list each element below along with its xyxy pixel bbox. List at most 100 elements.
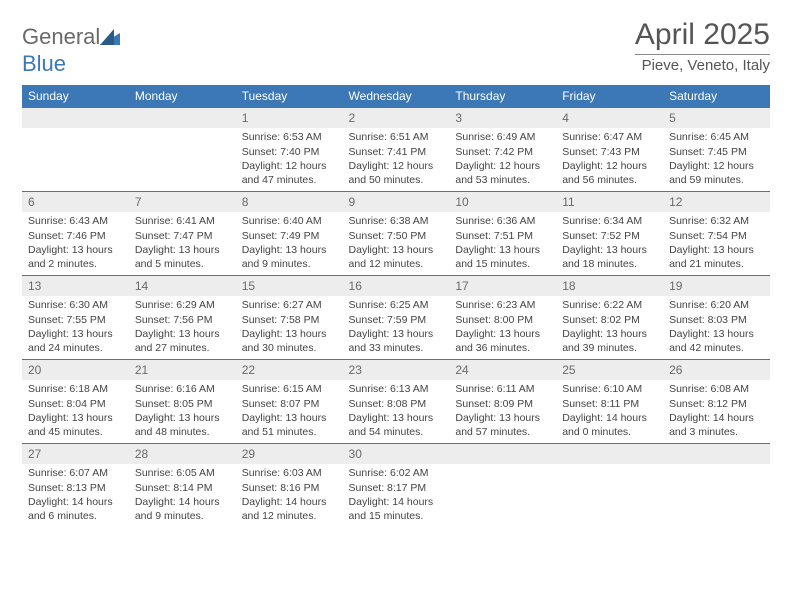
calendar-cell: 1Sunrise: 6:53 AMSunset: 7:40 PMDaylight… (236, 107, 343, 191)
calendar-cell: .. (663, 443, 770, 527)
calendar-cell: 2Sunrise: 6:51 AMSunset: 7:41 PMDaylight… (343, 107, 450, 191)
calendar-cell: 7Sunrise: 6:41 AMSunset: 7:47 PMDaylight… (129, 191, 236, 275)
day-body: Sunrise: 6:23 AMSunset: 8:00 PMDaylight:… (449, 296, 556, 359)
day-number: 20 (22, 359, 129, 380)
day-body: Sunrise: 6:27 AMSunset: 7:58 PMDaylight:… (236, 296, 343, 359)
calendar-cell: .. (22, 107, 129, 191)
calendar-cell: 22Sunrise: 6:15 AMSunset: 8:07 PMDayligh… (236, 359, 343, 443)
calendar-row: 27Sunrise: 6:07 AMSunset: 8:13 PMDayligh… (22, 443, 770, 527)
day-body: Sunrise: 6:16 AMSunset: 8:05 PMDaylight:… (129, 380, 236, 443)
calendar-cell: 30Sunrise: 6:02 AMSunset: 8:17 PMDayligh… (343, 443, 450, 527)
calendar-cell: .. (129, 107, 236, 191)
day-number: 2 (343, 107, 450, 128)
day-number: 26 (663, 359, 770, 380)
calendar-cell: 20Sunrise: 6:18 AMSunset: 8:04 PMDayligh… (22, 359, 129, 443)
page-subtitle: Pieve, Veneto, Italy (635, 54, 770, 74)
day-number: 25 (556, 359, 663, 380)
calendar-cell: 18Sunrise: 6:22 AMSunset: 8:02 PMDayligh… (556, 275, 663, 359)
day-number: 28 (129, 443, 236, 464)
calendar-cell: 3Sunrise: 6:49 AMSunset: 7:42 PMDaylight… (449, 107, 556, 191)
calendar-cell: 24Sunrise: 6:11 AMSunset: 8:09 PMDayligh… (449, 359, 556, 443)
page-header: General Blue April 2025 Pieve, Veneto, I… (22, 18, 770, 77)
calendar-cell: 19Sunrise: 6:20 AMSunset: 8:03 PMDayligh… (663, 275, 770, 359)
day-number: 6 (22, 191, 129, 212)
calendar-cell: 14Sunrise: 6:29 AMSunset: 7:56 PMDayligh… (129, 275, 236, 359)
day-number: 1 (236, 107, 343, 128)
day-number: 21 (129, 359, 236, 380)
calendar-cell: 29Sunrise: 6:03 AMSunset: 8:16 PMDayligh… (236, 443, 343, 527)
logo-text: General Blue (22, 24, 120, 77)
day-body: Sunrise: 6:53 AMSunset: 7:40 PMDaylight:… (236, 128, 343, 191)
calendar-cell: 6Sunrise: 6:43 AMSunset: 7:46 PMDaylight… (22, 191, 129, 275)
day-number: 23 (343, 359, 450, 380)
day-body: Sunrise: 6:15 AMSunset: 8:07 PMDaylight:… (236, 380, 343, 443)
calendar-cell: 28Sunrise: 6:05 AMSunset: 8:14 PMDayligh… (129, 443, 236, 527)
day-number: 29 (236, 443, 343, 464)
day-body: Sunrise: 6:29 AMSunset: 7:56 PMDaylight:… (129, 296, 236, 359)
day-body: Sunrise: 6:11 AMSunset: 8:09 PMDaylight:… (449, 380, 556, 443)
day-number: 5 (663, 107, 770, 128)
day-number: 18 (556, 275, 663, 296)
calendar-cell: 13Sunrise: 6:30 AMSunset: 7:55 PMDayligh… (22, 275, 129, 359)
title-block: April 2025 Pieve, Veneto, Italy (635, 18, 770, 74)
day-body: Sunrise: 6:34 AMSunset: 7:52 PMDaylight:… (556, 212, 663, 275)
calendar-row: 20Sunrise: 6:18 AMSunset: 8:04 PMDayligh… (22, 359, 770, 443)
day-number: 13 (22, 275, 129, 296)
day-number: 4 (556, 107, 663, 128)
day-body: Sunrise: 6:13 AMSunset: 8:08 PMDaylight:… (343, 380, 450, 443)
weekday-header: Sunday (22, 85, 129, 107)
calendar-cell: 26Sunrise: 6:08 AMSunset: 8:12 PMDayligh… (663, 359, 770, 443)
day-number: 12 (663, 191, 770, 212)
calendar-row: 6Sunrise: 6:43 AMSunset: 7:46 PMDaylight… (22, 191, 770, 275)
day-body: Sunrise: 6:41 AMSunset: 7:47 PMDaylight:… (129, 212, 236, 275)
logo-mark-icon (100, 25, 120, 51)
weekday-header: Friday (556, 85, 663, 107)
weekday-header: Wednesday (343, 85, 450, 107)
day-number: 14 (129, 275, 236, 296)
calendar-cell: 8Sunrise: 6:40 AMSunset: 7:49 PMDaylight… (236, 191, 343, 275)
day-body: Sunrise: 6:43 AMSunset: 7:46 PMDaylight:… (22, 212, 129, 275)
calendar-cell: .. (556, 443, 663, 527)
weekday-header: Thursday (449, 85, 556, 107)
weekday-header: Saturday (663, 85, 770, 107)
calendar-cell: 21Sunrise: 6:16 AMSunset: 8:05 PMDayligh… (129, 359, 236, 443)
day-body: Sunrise: 6:36 AMSunset: 7:51 PMDaylight:… (449, 212, 556, 275)
logo: General Blue (22, 24, 120, 77)
weekday-header: Monday (129, 85, 236, 107)
day-number: 9 (343, 191, 450, 212)
day-number: 3 (449, 107, 556, 128)
day-body: Sunrise: 6:30 AMSunset: 7:55 PMDaylight:… (22, 296, 129, 359)
day-body: Sunrise: 6:03 AMSunset: 8:16 PMDaylight:… (236, 464, 343, 527)
page-title: April 2025 (635, 18, 770, 52)
calendar-cell: 16Sunrise: 6:25 AMSunset: 7:59 PMDayligh… (343, 275, 450, 359)
calendar-cell: 4Sunrise: 6:47 AMSunset: 7:43 PMDaylight… (556, 107, 663, 191)
day-number: 15 (236, 275, 343, 296)
day-body: Sunrise: 6:05 AMSunset: 8:14 PMDaylight:… (129, 464, 236, 527)
day-number: 27 (22, 443, 129, 464)
day-body: Sunrise: 6:07 AMSunset: 8:13 PMDaylight:… (22, 464, 129, 527)
calendar-cell: 23Sunrise: 6:13 AMSunset: 8:08 PMDayligh… (343, 359, 450, 443)
calendar-cell: 10Sunrise: 6:36 AMSunset: 7:51 PMDayligh… (449, 191, 556, 275)
day-number: 8 (236, 191, 343, 212)
weekday-header-row: Sunday Monday Tuesday Wednesday Thursday… (22, 85, 770, 107)
calendar-cell: 25Sunrise: 6:10 AMSunset: 8:11 PMDayligh… (556, 359, 663, 443)
calendar-table: Sunday Monday Tuesday Wednesday Thursday… (22, 85, 770, 527)
calendar-row: 13Sunrise: 6:30 AMSunset: 7:55 PMDayligh… (22, 275, 770, 359)
calendar-body: ....1Sunrise: 6:53 AMSunset: 7:40 PMDayl… (22, 107, 770, 527)
day-body: Sunrise: 6:38 AMSunset: 7:50 PMDaylight:… (343, 212, 450, 275)
day-body: Sunrise: 6:22 AMSunset: 8:02 PMDaylight:… (556, 296, 663, 359)
day-body: Sunrise: 6:02 AMSunset: 8:17 PMDaylight:… (343, 464, 450, 527)
calendar-cell: 15Sunrise: 6:27 AMSunset: 7:58 PMDayligh… (236, 275, 343, 359)
calendar-cell: 11Sunrise: 6:34 AMSunset: 7:52 PMDayligh… (556, 191, 663, 275)
calendar-cell: 5Sunrise: 6:45 AMSunset: 7:45 PMDaylight… (663, 107, 770, 191)
day-body: Sunrise: 6:45 AMSunset: 7:45 PMDaylight:… (663, 128, 770, 191)
day-body: Sunrise: 6:18 AMSunset: 8:04 PMDaylight:… (22, 380, 129, 443)
logo-word1: General (22, 24, 100, 49)
day-body: Sunrise: 6:25 AMSunset: 7:59 PMDaylight:… (343, 296, 450, 359)
weekday-header: Tuesday (236, 85, 343, 107)
calendar-cell: .. (449, 443, 556, 527)
calendar-row: ....1Sunrise: 6:53 AMSunset: 7:40 PMDayl… (22, 107, 770, 191)
day-number: 30 (343, 443, 450, 464)
calendar-cell: 12Sunrise: 6:32 AMSunset: 7:54 PMDayligh… (663, 191, 770, 275)
logo-word2: Blue (22, 51, 66, 76)
